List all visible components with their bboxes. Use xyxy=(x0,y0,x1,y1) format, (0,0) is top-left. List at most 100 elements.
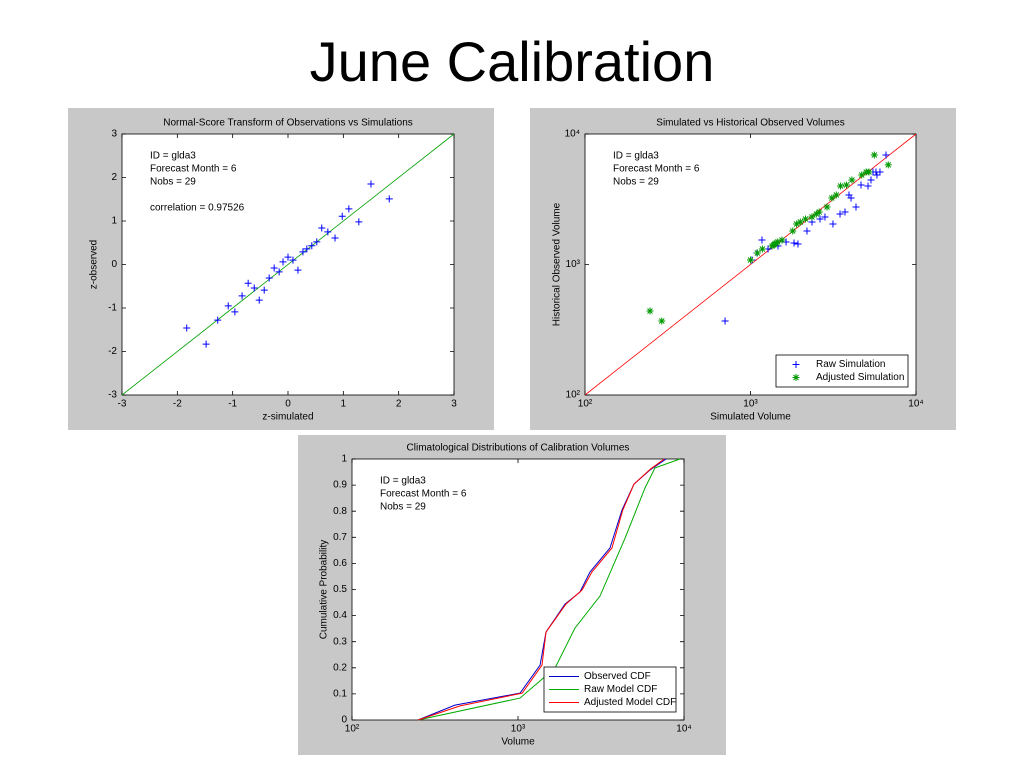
data-point xyxy=(224,302,232,310)
data-point xyxy=(753,249,761,257)
x-tick-label: -3 xyxy=(118,399,127,410)
data-point xyxy=(836,210,844,218)
data-point xyxy=(865,168,873,176)
y-axis-label: Cumulative Probability xyxy=(319,540,330,640)
data-point xyxy=(238,292,246,300)
data-point xyxy=(774,238,782,246)
data-point xyxy=(802,215,810,223)
data-point xyxy=(812,210,820,218)
x-tick-label: 0 xyxy=(285,399,291,410)
x-tick-label: 10² xyxy=(345,724,360,735)
x-axis-label: z-simulated xyxy=(262,412,313,423)
data-point xyxy=(823,203,831,211)
data-point xyxy=(308,242,316,250)
data-point xyxy=(255,296,263,304)
data-point xyxy=(873,171,881,179)
y-tick-label: 0.8 xyxy=(333,506,347,517)
data-point xyxy=(367,180,375,188)
y-tick-label: 0.5 xyxy=(333,584,347,595)
y-tick-label: 0.1 xyxy=(333,689,347,700)
data-point xyxy=(794,240,802,248)
x-tick-label: 3 xyxy=(451,399,457,410)
y-tick-label: 10² xyxy=(566,390,581,401)
data-point xyxy=(876,168,884,176)
y-tick-label: 0.9 xyxy=(333,480,347,491)
data-point xyxy=(318,224,326,232)
data-point xyxy=(837,182,845,190)
data-point xyxy=(324,228,332,236)
data-point xyxy=(867,176,875,184)
annotation: Forecast Month = 6 xyxy=(380,489,467,500)
legend-label: Adjusted Simulation xyxy=(816,372,904,383)
data-point xyxy=(841,208,849,216)
data-point xyxy=(829,220,837,228)
y-tick-label: 1 xyxy=(341,454,347,465)
data-point xyxy=(284,253,292,261)
annotation: Nobs = 29 xyxy=(613,177,659,188)
data-point xyxy=(303,245,311,253)
annotation: Forecast Month = 6 xyxy=(613,164,700,175)
data-point xyxy=(313,238,321,246)
data-point xyxy=(789,227,797,235)
data-point xyxy=(821,213,829,221)
x-tick-label: 10⁴ xyxy=(676,724,691,735)
y-tick-label: 0 xyxy=(341,715,347,726)
y-tick-label: 2 xyxy=(111,172,117,183)
data-point xyxy=(815,208,823,216)
data-point xyxy=(658,317,666,325)
data-point xyxy=(260,286,268,294)
slide-title: June Calibration xyxy=(310,30,715,93)
data-point xyxy=(250,284,258,292)
y-axis-label: z-observed xyxy=(89,240,100,289)
data-point xyxy=(884,161,892,169)
y-tick-label: 0.3 xyxy=(333,636,347,647)
data-point xyxy=(721,317,729,325)
data-point xyxy=(793,220,801,228)
y-tick-label: -1 xyxy=(108,303,117,314)
legend-box xyxy=(775,354,909,388)
y-tick-label: -3 xyxy=(108,390,117,401)
data-point xyxy=(331,234,339,242)
y-axis-label: Historical Observed Volume xyxy=(552,202,563,326)
x-tick-label: 10⁴ xyxy=(908,399,923,410)
data-point xyxy=(848,176,856,184)
x-axis-label: Simulated Volume xyxy=(710,412,791,423)
x-tick-label: -1 xyxy=(228,399,237,410)
data-point xyxy=(832,191,840,199)
legend-label: Raw Simulation xyxy=(816,359,885,370)
legend-label: Raw Model CDF xyxy=(584,684,657,695)
annotation: Nobs = 29 xyxy=(380,502,426,513)
data-point xyxy=(796,218,804,226)
x-tick-label: 2 xyxy=(396,399,402,410)
x-tick-label: 10³ xyxy=(743,399,758,410)
annotation: ID = glda3 xyxy=(380,476,426,487)
x-axis-label: Volume xyxy=(501,737,535,748)
annotation: correlation = 0.97526 xyxy=(150,203,245,214)
chart-title: Normal-Score Transform of Observations v… xyxy=(163,118,413,129)
data-point xyxy=(214,316,222,324)
reference-line xyxy=(121,133,455,396)
data-point xyxy=(808,213,816,221)
data-point xyxy=(299,248,307,256)
y-tick-label: 3 xyxy=(111,129,117,140)
x-tick-label: -2 xyxy=(173,399,182,410)
y-tick-label: 0.2 xyxy=(333,662,347,673)
data-point xyxy=(338,212,346,220)
y-tick-label: 1 xyxy=(111,216,117,227)
data-point xyxy=(858,171,866,179)
data-point xyxy=(289,256,297,264)
annotation: Forecast Month = 6 xyxy=(150,164,237,175)
y-tick-label: 0 xyxy=(111,259,117,270)
data-point xyxy=(864,182,872,190)
x-tick-label: 10² xyxy=(578,399,593,410)
data-point xyxy=(828,194,836,202)
data-point xyxy=(842,181,850,189)
cdf-line xyxy=(417,458,681,721)
data-point xyxy=(355,218,363,226)
reference-line xyxy=(584,133,917,396)
chart-title: Simulated vs Historical Observed Volumes xyxy=(656,118,844,129)
cdf-line xyxy=(417,458,665,721)
y-tick-label: -2 xyxy=(108,346,117,357)
legend-marker xyxy=(792,361,800,368)
